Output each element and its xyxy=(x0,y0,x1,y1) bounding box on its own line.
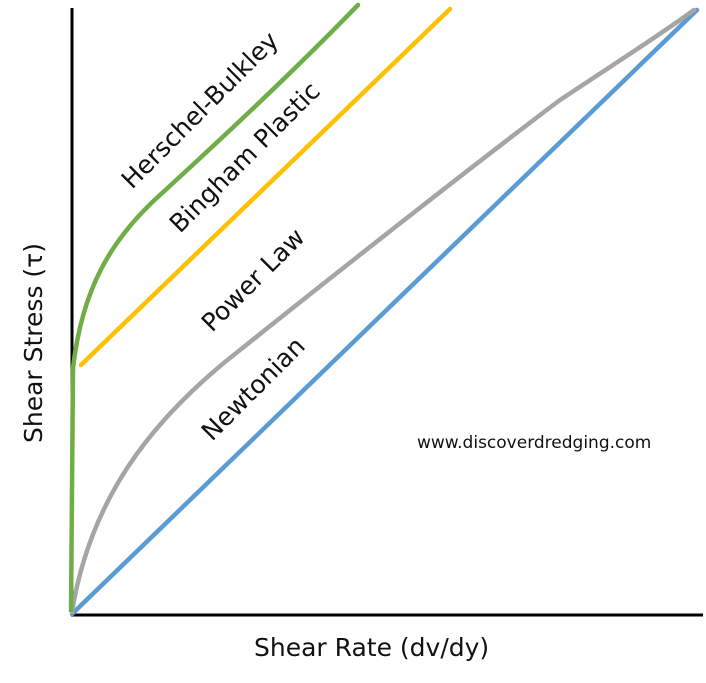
label-newtonian: Newtonian xyxy=(196,331,311,446)
newtonian-line xyxy=(69,7,700,617)
power-law-curve xyxy=(69,7,697,615)
herschel-bulkley-curve xyxy=(70,2,361,371)
herschel-bulkley-vertical xyxy=(68,367,76,613)
y-axis-title: Shear Stress (τ) xyxy=(19,243,48,443)
bingham-plastic-line xyxy=(78,6,453,368)
x-axis-title: Shear Rate (dv/dy) xyxy=(254,633,489,662)
watermark: www.discoverdredging.com xyxy=(417,433,651,453)
label-herschel-bulkley: Herschel-Bulkley xyxy=(116,26,284,194)
